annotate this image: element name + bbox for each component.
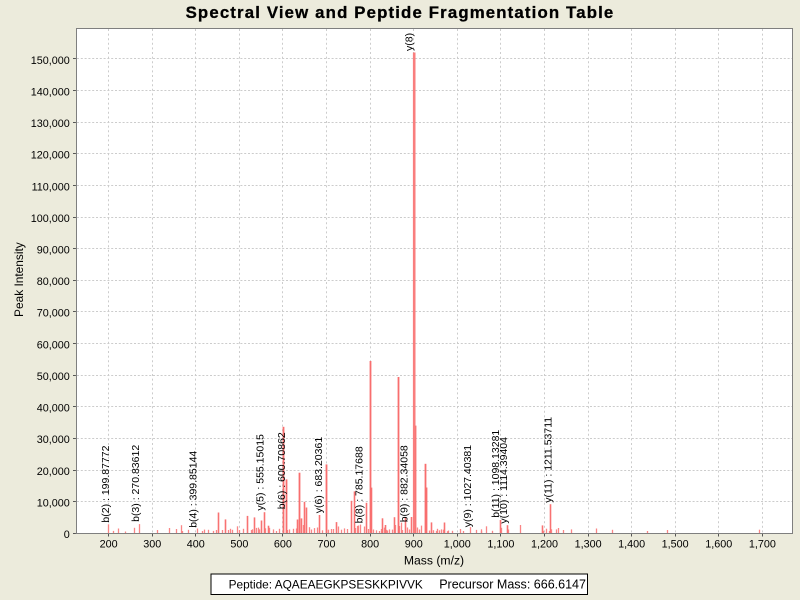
svg-text:y(8) : 898.60052: y(8) : 898.60052 xyxy=(404,0,416,51)
svg-text:80,000: 80,000 xyxy=(37,276,70,288)
svg-text:150,000: 150,000 xyxy=(31,55,70,67)
svg-text:y(10) : 1114.39404: y(10) : 1114.39404 xyxy=(498,437,510,524)
svg-text:b(3) : 270.83612: b(3) : 270.83612 xyxy=(130,445,142,522)
svg-text:900: 900 xyxy=(405,538,423,550)
svg-text:Precursor Mass: 666.6147: Precursor Mass: 666.6147 xyxy=(439,577,586,591)
svg-text:1,700: 1,700 xyxy=(749,538,776,550)
svg-text:Mass (m/z): Mass (m/z) xyxy=(404,553,464,567)
svg-text:b(6) : 600.70862: b(6) : 600.70862 xyxy=(276,432,288,509)
svg-text:1,500: 1,500 xyxy=(662,538,689,550)
svg-text:1,100: 1,100 xyxy=(487,538,514,550)
svg-text:60,000: 60,000 xyxy=(37,339,70,351)
svg-text:110,000: 110,000 xyxy=(32,181,70,193)
svg-text:b(4) : 399.85144: b(4) : 399.85144 xyxy=(187,451,199,528)
svg-text:800: 800 xyxy=(361,538,379,550)
svg-text:b(8) : 785.17688: b(8) : 785.17688 xyxy=(354,446,366,523)
svg-text:600: 600 xyxy=(274,538,292,550)
svg-text:y(6) : 683.20361: y(6) : 683.20361 xyxy=(313,437,325,514)
svg-text:300: 300 xyxy=(143,538,161,550)
svg-text:y(11) : 1211.53711: y(11) : 1211.53711 xyxy=(543,417,555,503)
svg-text:200: 200 xyxy=(100,538,118,550)
svg-text:b(11) : 1098.13281: b(11) : 1098.13281 xyxy=(490,430,502,518)
svg-text:130,000: 130,000 xyxy=(31,118,70,130)
svg-text:Spectral View and Peptide Frag: Spectral View and Peptide Fragmentation … xyxy=(186,3,615,22)
svg-text:100,000: 100,000 xyxy=(31,213,70,225)
svg-text:500: 500 xyxy=(230,538,248,550)
svg-text:90,000: 90,000 xyxy=(37,245,70,257)
svg-text:1,200: 1,200 xyxy=(531,538,558,550)
svg-text:1,000: 1,000 xyxy=(444,538,471,550)
svg-text:30,000: 30,000 xyxy=(37,434,70,446)
svg-text:1,400: 1,400 xyxy=(618,538,645,550)
svg-text:0: 0 xyxy=(64,529,70,541)
svg-text:y(9) : 1027.40381: y(9) : 1027.40381 xyxy=(462,445,474,527)
svg-text:700: 700 xyxy=(317,538,335,550)
svg-text:b(2) : 199.87772: b(2) : 199.87772 xyxy=(100,445,112,522)
svg-text:140,000: 140,000 xyxy=(31,86,70,98)
svg-text:y(5) : 555.15015: y(5) : 555.15015 xyxy=(255,434,267,511)
svg-text:Peptide: AQAEAEGKPSESKKPIVVK: Peptide: AQAEAEGKPSESKKPIVVK xyxy=(229,577,423,591)
svg-text:b(9) : 882.34058: b(9) : 882.34058 xyxy=(399,445,411,522)
svg-text:70,000: 70,000 xyxy=(37,308,70,320)
svg-text:1,600: 1,600 xyxy=(705,538,732,550)
svg-text:50,000: 50,000 xyxy=(37,371,70,383)
svg-text:1,300: 1,300 xyxy=(575,538,602,550)
svg-text:400: 400 xyxy=(187,538,205,550)
svg-text:20,000: 20,000 xyxy=(37,466,70,478)
svg-text:120,000: 120,000 xyxy=(31,150,70,162)
svg-text:10,000: 10,000 xyxy=(37,498,70,510)
svg-text:Peak Intensity: Peak Intensity xyxy=(12,242,26,317)
svg-text:40,000: 40,000 xyxy=(37,403,70,415)
